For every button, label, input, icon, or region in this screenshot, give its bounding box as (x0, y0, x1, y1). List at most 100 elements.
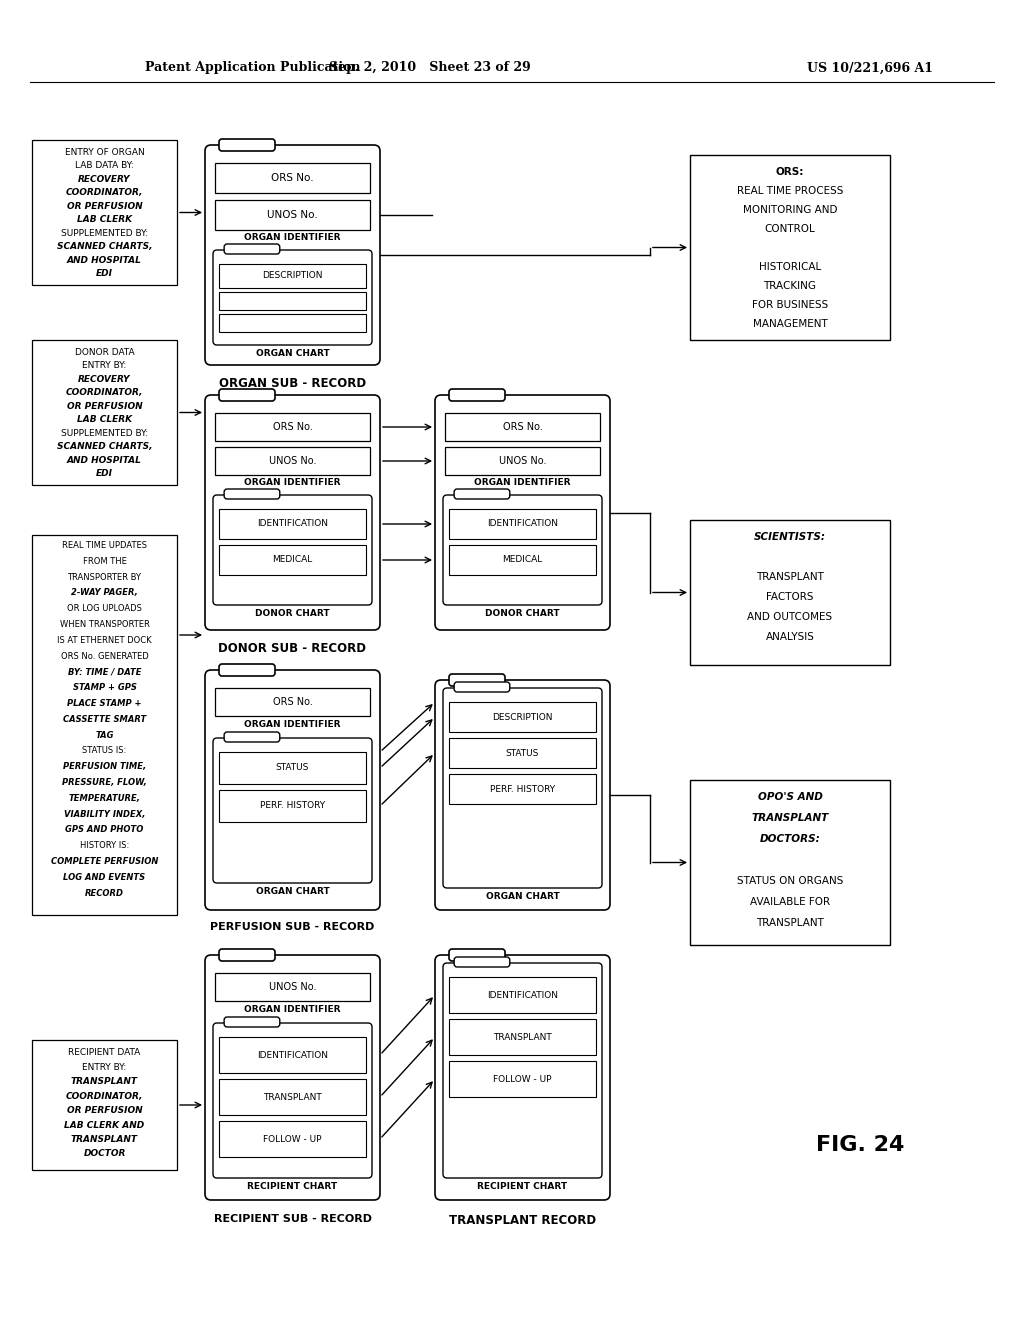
Text: FOLLOW - UP: FOLLOW - UP (263, 1134, 322, 1143)
Bar (219, 264, 366, 288)
FancyBboxPatch shape (205, 954, 380, 1200)
Text: OR PERFUSION: OR PERFUSION (67, 202, 142, 211)
Text: HISTORICAL: HISTORICAL (759, 261, 821, 272)
Bar (219, 545, 366, 576)
Bar (449, 738, 596, 768)
Text: PLACE STAMP +: PLACE STAMP + (68, 700, 141, 708)
Text: LOG AND EVENTS: LOG AND EVENTS (63, 873, 145, 882)
Text: OR PERFUSION: OR PERFUSION (67, 1106, 142, 1115)
Bar (219, 1078, 366, 1115)
Bar (215, 201, 370, 230)
FancyBboxPatch shape (449, 949, 505, 961)
FancyBboxPatch shape (219, 949, 275, 961)
Text: FIG. 24: FIG. 24 (816, 1135, 904, 1155)
Text: TRANSPLANT: TRANSPLANT (756, 917, 824, 928)
FancyBboxPatch shape (224, 733, 280, 742)
FancyBboxPatch shape (449, 675, 505, 686)
Bar (445, 447, 600, 475)
Bar (449, 702, 596, 733)
Text: UNOS No.: UNOS No. (268, 982, 316, 993)
Text: LAB CLERK: LAB CLERK (77, 416, 132, 425)
Text: ORS No.: ORS No. (503, 422, 543, 432)
Text: COORDINATOR,: COORDINATOR, (66, 1092, 143, 1101)
Text: DONOR CHART: DONOR CHART (255, 609, 330, 618)
Text: PERF. HISTORY: PERF. HISTORY (260, 801, 325, 810)
Text: ORS No. GENERATED: ORS No. GENERATED (60, 652, 148, 660)
Text: TRANSPLANT RECORD: TRANSPLANT RECORD (449, 1214, 596, 1228)
Text: EDI: EDI (96, 470, 113, 479)
Bar (32, 535, 177, 915)
Text: ORGAN CHART: ORGAN CHART (256, 887, 330, 896)
FancyBboxPatch shape (435, 395, 610, 630)
Text: DESCRIPTION: DESCRIPTION (262, 272, 323, 281)
Text: COMPLETE PERFUSION: COMPLETE PERFUSION (51, 857, 158, 866)
FancyBboxPatch shape (224, 1016, 280, 1027)
Text: MONITORING AND: MONITORING AND (742, 205, 838, 215)
Bar (215, 447, 370, 475)
FancyBboxPatch shape (435, 680, 610, 909)
Bar (445, 413, 600, 441)
Text: RECOVERY: RECOVERY (78, 375, 131, 384)
Text: MANAGEMENT: MANAGEMENT (753, 319, 827, 329)
Text: LAB CLERK: LAB CLERK (77, 215, 132, 224)
Bar (690, 780, 890, 945)
Text: BY: TIME / DATE: BY: TIME / DATE (68, 668, 141, 676)
Text: COORDINATOR,: COORDINATOR, (66, 189, 143, 198)
Text: ORGAN CHART: ORGAN CHART (485, 892, 559, 902)
Text: TRANSPLANT: TRANSPLANT (71, 1135, 138, 1144)
Bar (449, 1019, 596, 1055)
Text: STATUS ON ORGANS: STATUS ON ORGANS (737, 876, 843, 886)
Text: VIABILITY INDEX,: VIABILITY INDEX, (63, 809, 145, 818)
Text: AVAILABLE FOR: AVAILABLE FOR (750, 898, 830, 907)
Text: FOLLOW - UP: FOLLOW - UP (494, 1074, 552, 1084)
Bar (219, 752, 366, 784)
Text: SUPPLEMENTED BY:: SUPPLEMENTED BY: (61, 228, 148, 238)
Text: IDENTIFICATION: IDENTIFICATION (257, 1051, 328, 1060)
FancyBboxPatch shape (435, 954, 610, 1200)
Text: TRANSPLANT: TRANSPLANT (263, 1093, 322, 1101)
Bar (449, 774, 596, 804)
FancyBboxPatch shape (213, 738, 372, 883)
Text: DONOR CHART: DONOR CHART (485, 609, 560, 618)
Bar (219, 314, 366, 333)
Text: ORGAN CHART: ORGAN CHART (256, 348, 330, 358)
Text: RECORD: RECORD (85, 888, 124, 898)
Text: IDENTIFICATION: IDENTIFICATION (257, 520, 328, 528)
Bar (449, 510, 596, 539)
Text: LAB CLERK AND: LAB CLERK AND (65, 1121, 144, 1130)
FancyBboxPatch shape (454, 682, 510, 692)
Text: STATUS IS:: STATUS IS: (82, 746, 127, 755)
FancyBboxPatch shape (205, 145, 380, 366)
Bar (215, 973, 370, 1001)
Bar (690, 520, 890, 665)
Text: US 10/221,696 A1: US 10/221,696 A1 (807, 62, 933, 74)
FancyBboxPatch shape (449, 389, 505, 401)
FancyBboxPatch shape (443, 495, 602, 605)
FancyBboxPatch shape (219, 139, 275, 150)
Text: HISTORY IS:: HISTORY IS: (80, 841, 129, 850)
Text: RECOVERY: RECOVERY (78, 176, 131, 183)
FancyBboxPatch shape (213, 495, 372, 605)
FancyBboxPatch shape (443, 688, 602, 888)
Text: TAG: TAG (95, 730, 114, 739)
FancyBboxPatch shape (205, 395, 380, 630)
Text: ANALYSIS: ANALYSIS (766, 632, 814, 642)
Text: AND HOSPITAL: AND HOSPITAL (67, 455, 142, 465)
Text: TRANSPORTER BY: TRANSPORTER BY (68, 573, 141, 582)
Text: AND OUTCOMES: AND OUTCOMES (748, 612, 833, 622)
Text: IS AT ETHERNET DOCK: IS AT ETHERNET DOCK (57, 636, 152, 644)
Text: ORGAN IDENTIFIER: ORGAN IDENTIFIER (245, 234, 341, 242)
Text: TRANSPLANT: TRANSPLANT (71, 1077, 138, 1086)
Bar (219, 292, 366, 310)
Bar (449, 1061, 596, 1097)
Text: PRESSURE, FLOW,: PRESSURE, FLOW, (62, 777, 146, 787)
Text: FACTORS: FACTORS (766, 591, 814, 602)
Text: OR LOG UPLOADS: OR LOG UPLOADS (67, 605, 142, 614)
Text: TRANSPLANT: TRANSPLANT (756, 572, 824, 582)
Text: SUPPLEMENTED BY:: SUPPLEMENTED BY: (61, 429, 148, 438)
Text: FROM THE: FROM THE (83, 557, 126, 566)
Text: OR PERFUSION: OR PERFUSION (67, 403, 142, 411)
Text: ORGAN IDENTIFIER: ORGAN IDENTIFIER (474, 478, 570, 487)
Text: STAMP + GPS: STAMP + GPS (73, 684, 136, 692)
Text: DOCTOR: DOCTOR (83, 1150, 126, 1159)
